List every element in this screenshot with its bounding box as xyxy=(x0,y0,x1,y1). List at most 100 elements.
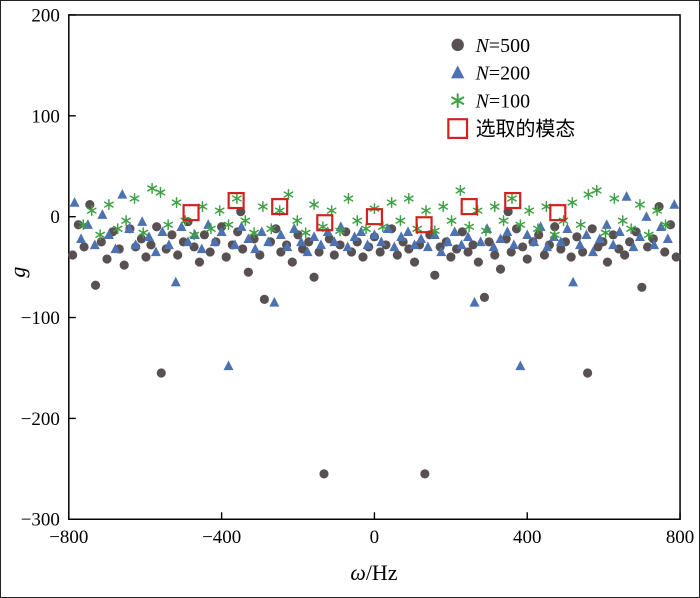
scatter-point-triangle xyxy=(403,226,414,236)
scatter-point-circle xyxy=(430,270,440,280)
x-tick-label: −400 xyxy=(202,527,241,548)
scatter-point-triangle xyxy=(130,239,141,250)
scatter-point-triangle xyxy=(150,246,161,257)
x-tick-label: 800 xyxy=(666,527,694,548)
scatter-point-circle xyxy=(298,244,308,254)
scatter-point-triangle xyxy=(634,231,645,242)
scatter-point-circle xyxy=(243,267,253,277)
scatter-point-circle xyxy=(314,247,324,257)
scatter-point-asterisk xyxy=(643,229,654,241)
scatter-point-asterisk xyxy=(155,186,166,199)
scatter-point-triangle xyxy=(309,231,320,242)
scatter-point-triangle xyxy=(117,189,128,199)
scatter-point-asterisk xyxy=(95,229,106,241)
scatter-point-circle xyxy=(451,38,464,52)
scatter-point-circle xyxy=(479,292,490,302)
scatter-point-triangle xyxy=(581,229,592,240)
scatter-point-circle xyxy=(287,257,297,267)
scatter-point-open-square xyxy=(504,191,522,210)
scatter-point-triangle xyxy=(183,236,193,247)
scatter-point-circle xyxy=(484,237,494,247)
scatter-point-triangle xyxy=(515,360,526,371)
scatter-point-triangle xyxy=(502,226,513,236)
scatter-point-circle xyxy=(409,257,420,267)
scatter-point-asterisk xyxy=(451,93,465,109)
scatter-point-triangle xyxy=(568,276,579,287)
scatter-point-asterisk xyxy=(567,197,578,209)
scatter-point-circle xyxy=(90,280,101,290)
scatter-point-circle xyxy=(335,240,345,250)
scatter-point-triangle xyxy=(170,276,181,287)
scatter-point-triangle xyxy=(555,236,566,247)
legend: N=500 N=200 N=100 选取的模态 xyxy=(447,35,575,141)
scatter-point-asterisk xyxy=(283,188,294,201)
axis-tick-labels: −800 −400 0 400 800 −300 −200 −100 0 100 200 xyxy=(21,5,695,548)
scatter-point-triangle xyxy=(608,239,619,250)
y-tick-label: −200 xyxy=(21,409,60,430)
scatter-point-asterisk xyxy=(609,192,620,205)
scatter-point-circle xyxy=(587,224,597,234)
scatter-point-circle xyxy=(392,250,402,260)
scatter-point-triangle xyxy=(97,209,108,219)
legend-item: 选取的模态 xyxy=(447,118,575,141)
scatter-point-circle xyxy=(446,252,456,262)
scatter-point-triangle xyxy=(263,236,274,247)
scatter-point-circle xyxy=(550,222,560,232)
scatter-point-circle xyxy=(73,220,83,230)
scatter-point-asterisk xyxy=(343,192,354,205)
scatter-point-asterisk xyxy=(652,205,663,217)
scatter-point-asterisk xyxy=(403,192,414,205)
scatter-point-triangle xyxy=(250,243,261,254)
x-tick-label: 400 xyxy=(513,527,541,548)
scatter-point-triangle xyxy=(621,191,632,201)
scatter-point-triangle xyxy=(488,241,499,252)
scatter-point-circle xyxy=(522,254,532,264)
scatter-point-circle xyxy=(642,242,653,252)
scatter-point-circle xyxy=(578,247,588,257)
scatter-point-triangle xyxy=(296,236,307,247)
scatter-point-open-square xyxy=(182,204,200,222)
legend-item: N=500 xyxy=(451,35,530,57)
scatter-point-triangle xyxy=(209,236,220,247)
scatter-point-circle xyxy=(375,247,385,257)
scatter-point-triangle xyxy=(409,239,420,250)
legend-label: N=200 xyxy=(475,63,530,85)
scatter-point-circle xyxy=(468,240,478,250)
scatter-point-asterisk xyxy=(257,201,268,213)
scatter-point-asterisk xyxy=(583,188,594,201)
scatter-point-open-square xyxy=(227,191,245,210)
scatter-point-triangle xyxy=(256,226,267,236)
scatter-point-triangle xyxy=(329,236,340,247)
scatter-point-asterisk xyxy=(249,227,259,239)
scatter-point-triangle xyxy=(103,229,114,240)
scatter-point-asterisk xyxy=(147,182,157,194)
series-triangle xyxy=(69,189,680,371)
scatter-point-circle xyxy=(79,242,89,252)
scatter-point-circle xyxy=(141,252,151,262)
legend-item: N=200 xyxy=(450,63,530,85)
scatter-point-asterisk xyxy=(455,184,466,196)
scatter-point-open-square xyxy=(549,204,567,222)
scatter-point-triangle xyxy=(376,236,387,247)
scatter-point-triangle xyxy=(275,229,286,240)
scatter-point-asterisk xyxy=(549,229,560,241)
y-tick-label: 200 xyxy=(31,5,59,26)
scatter-point-circle xyxy=(85,199,95,210)
scatter-point-asterisk xyxy=(352,215,363,227)
y-tick-label: −100 xyxy=(21,308,60,329)
scatter-point-triangle xyxy=(124,223,135,233)
y-axis-label: g xyxy=(5,267,30,278)
scatter-point-triangle xyxy=(662,233,673,244)
scatter-point-asterisk xyxy=(421,205,431,217)
scatter-point-asterisk xyxy=(129,192,140,205)
scatter-point-triangle xyxy=(649,239,660,250)
scatter-point-triangle xyxy=(396,231,407,242)
scatter-point-circle xyxy=(259,294,269,304)
scatter-point-triangle xyxy=(574,239,585,250)
scatter-point-circle xyxy=(620,250,630,260)
scatter-point-triangle xyxy=(450,65,465,79)
plot-border xyxy=(68,14,681,521)
y-tick-label: 0 xyxy=(50,207,59,228)
scatter-point-triangle xyxy=(356,226,367,236)
